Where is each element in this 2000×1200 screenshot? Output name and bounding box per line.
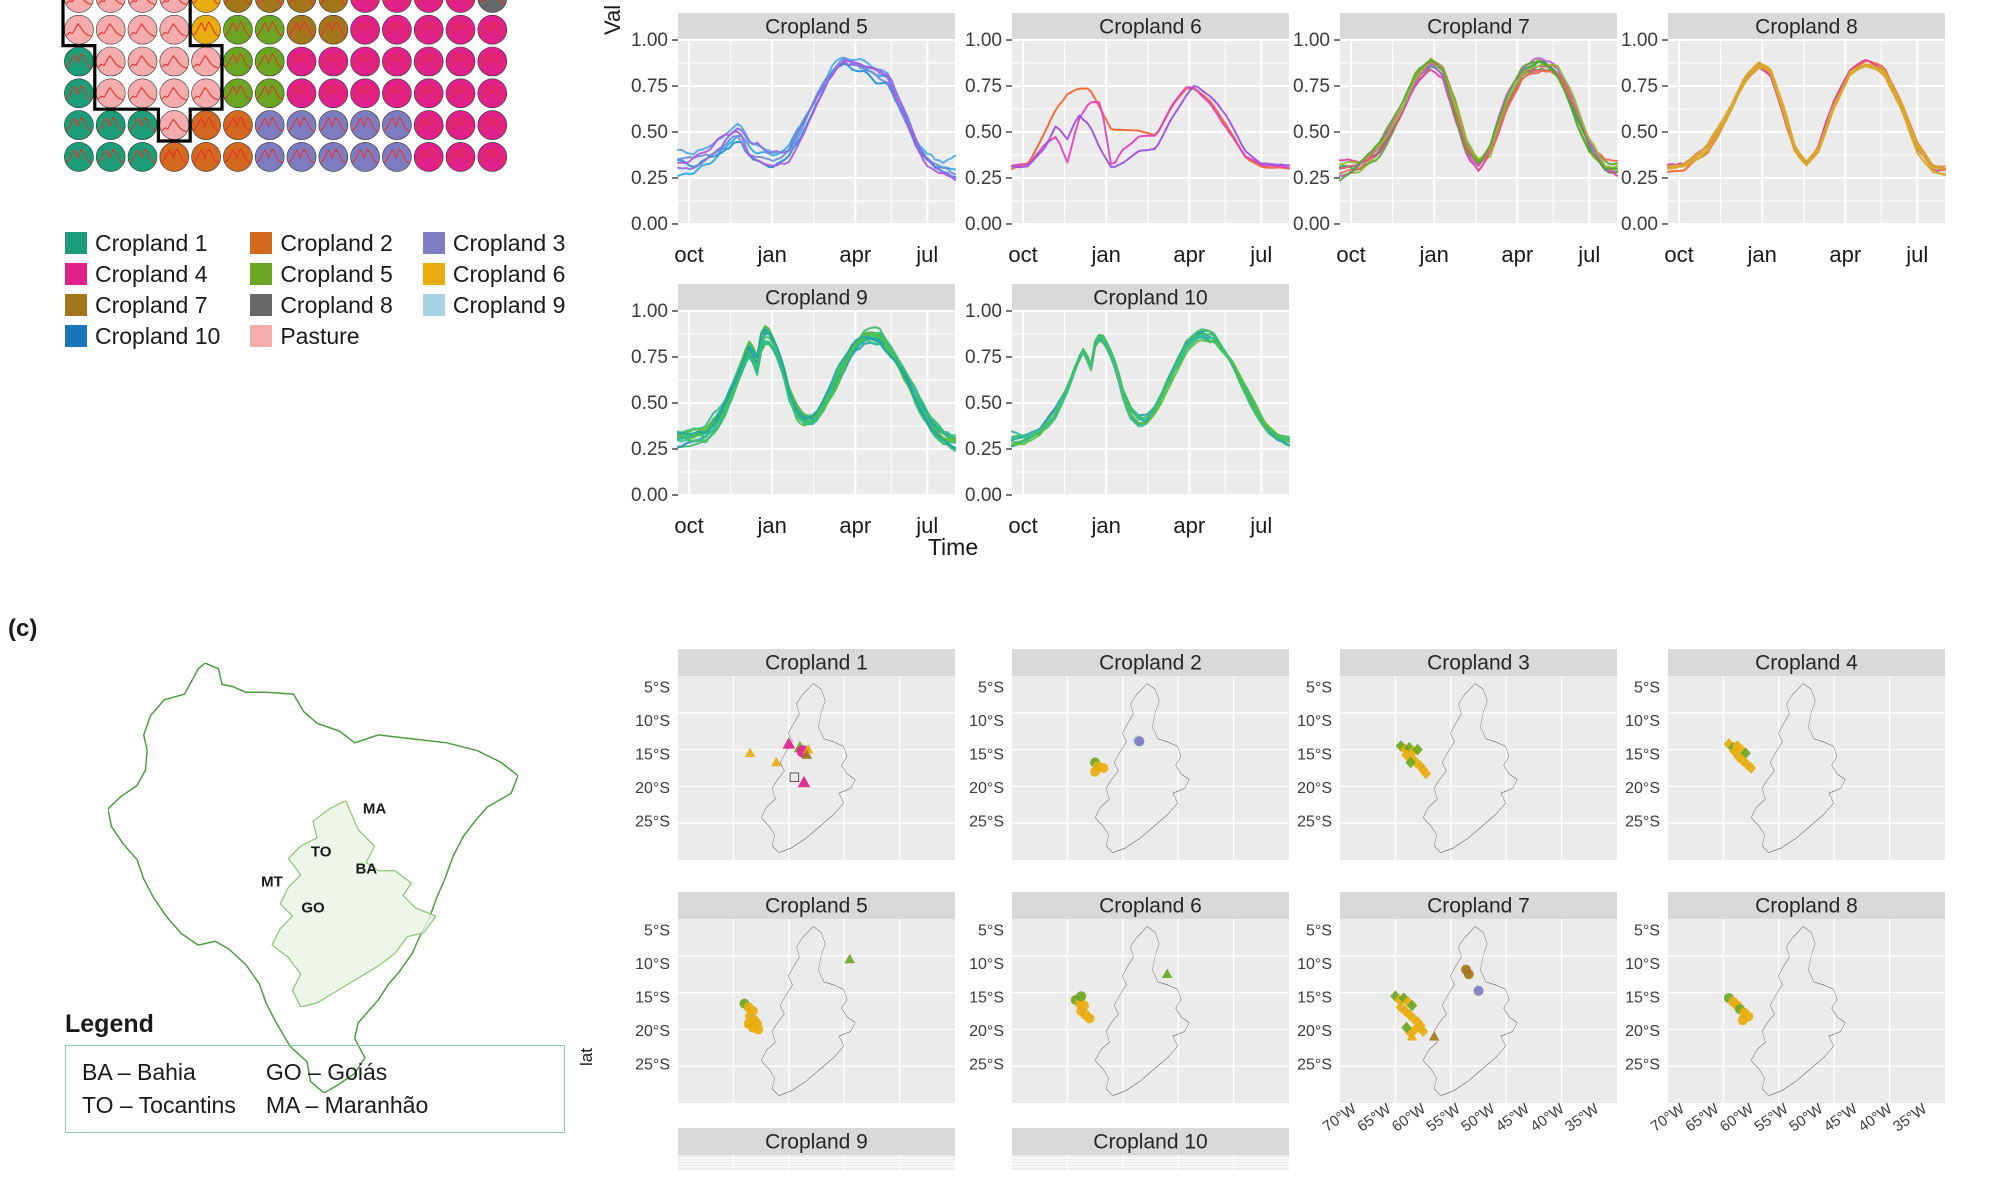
svg-text:5°S: 5°S — [1634, 680, 1660, 697]
svg-text:25°S: 25°S — [969, 1057, 1004, 1074]
svg-text:55°W: 55°W — [1752, 1100, 1793, 1136]
svg-text:(c): (c) — [8, 615, 37, 642]
svg-text:50°W: 50°W — [1458, 1100, 1499, 1136]
svg-text:20°S: 20°S — [969, 780, 1004, 797]
svg-text:TO: TO — [311, 844, 332, 861]
svg-text:20°S: 20°S — [1297, 1023, 1332, 1040]
svg-text:45°W: 45°W — [1821, 1100, 1862, 1136]
svg-text:15°S: 15°S — [1625, 990, 1660, 1007]
svg-text:5°S: 5°S — [1306, 680, 1332, 697]
svg-text:35°W: 35°W — [1890, 1100, 1931, 1136]
svg-text:10°S: 10°S — [1625, 956, 1660, 973]
svg-text:35°W: 35°W — [1562, 1100, 1603, 1136]
svg-text:5°S: 5°S — [978, 923, 1004, 940]
svg-text:Cropland 5: Cropland 5 — [765, 895, 868, 918]
svg-text:10°S: 10°S — [1297, 956, 1332, 973]
svg-text:10°S: 10°S — [1625, 713, 1660, 730]
svg-text:65°W: 65°W — [1682, 1100, 1723, 1136]
svg-text:Cropland 4: Cropland 4 — [1755, 652, 1858, 675]
svg-text:MA: MA — [363, 801, 386, 818]
svg-text:MT: MT — [261, 874, 283, 891]
svg-text:25°S: 25°S — [1625, 814, 1660, 831]
svg-text:15°S: 15°S — [1297, 747, 1332, 764]
svg-text:20°S: 20°S — [1625, 780, 1660, 797]
svg-text:65°W: 65°W — [1354, 1100, 1395, 1136]
svg-text:10°S: 10°S — [1297, 713, 1332, 730]
svg-text:70°W: 70°W — [1320, 1100, 1361, 1136]
svg-text:15°S: 15°S — [969, 747, 1004, 764]
svg-text:20°S: 20°S — [1625, 1023, 1660, 1040]
svg-text:Cropland 3: Cropland 3 — [1427, 652, 1530, 675]
svg-text:60°W: 60°W — [1389, 1100, 1430, 1136]
svg-text:15°S: 15°S — [969, 990, 1004, 1007]
svg-text:50°W: 50°W — [1786, 1100, 1827, 1136]
svg-text:25°S: 25°S — [1297, 814, 1332, 831]
svg-text:Cropland 1: Cropland 1 — [765, 652, 868, 675]
svg-text:60°W: 60°W — [1717, 1100, 1758, 1136]
svg-text:45°W: 45°W — [1493, 1100, 1534, 1136]
svg-text:Cropland 7: Cropland 7 — [1427, 895, 1530, 918]
svg-text:15°S: 15°S — [1625, 747, 1660, 764]
svg-text:40°W: 40°W — [1855, 1100, 1896, 1136]
svg-text:25°S: 25°S — [969, 814, 1004, 831]
svg-text:Cropland 2: Cropland 2 — [1099, 652, 1202, 675]
svg-text:15°S: 15°S — [1297, 990, 1332, 1007]
svg-text:25°S: 25°S — [1625, 1057, 1660, 1074]
svg-text:10°S: 10°S — [969, 956, 1004, 973]
svg-text:40°W: 40°W — [1527, 1100, 1568, 1136]
svg-text:20°S: 20°S — [969, 1023, 1004, 1040]
svg-text:70°W: 70°W — [1648, 1100, 1689, 1136]
svg-text:5°S: 5°S — [978, 680, 1004, 697]
svg-text:55°W: 55°W — [1424, 1100, 1465, 1136]
svg-text:Cropland 8: Cropland 8 — [1755, 895, 1858, 918]
svg-text:GO: GO — [301, 899, 325, 916]
svg-text:20°S: 20°S — [1297, 780, 1332, 797]
svg-text:25°S: 25°S — [1297, 1057, 1332, 1074]
svg-text:5°S: 5°S — [1634, 923, 1660, 940]
svg-text:5°S: 5°S — [1306, 923, 1332, 940]
svg-text:Cropland 9: Cropland 9 — [765, 1131, 868, 1154]
svg-text:Cropland 6: Cropland 6 — [1099, 895, 1202, 918]
svg-text:BA: BA — [355, 861, 377, 878]
svg-text:Cropland 10: Cropland 10 — [1093, 1131, 1207, 1154]
svg-text:10°S: 10°S — [969, 713, 1004, 730]
